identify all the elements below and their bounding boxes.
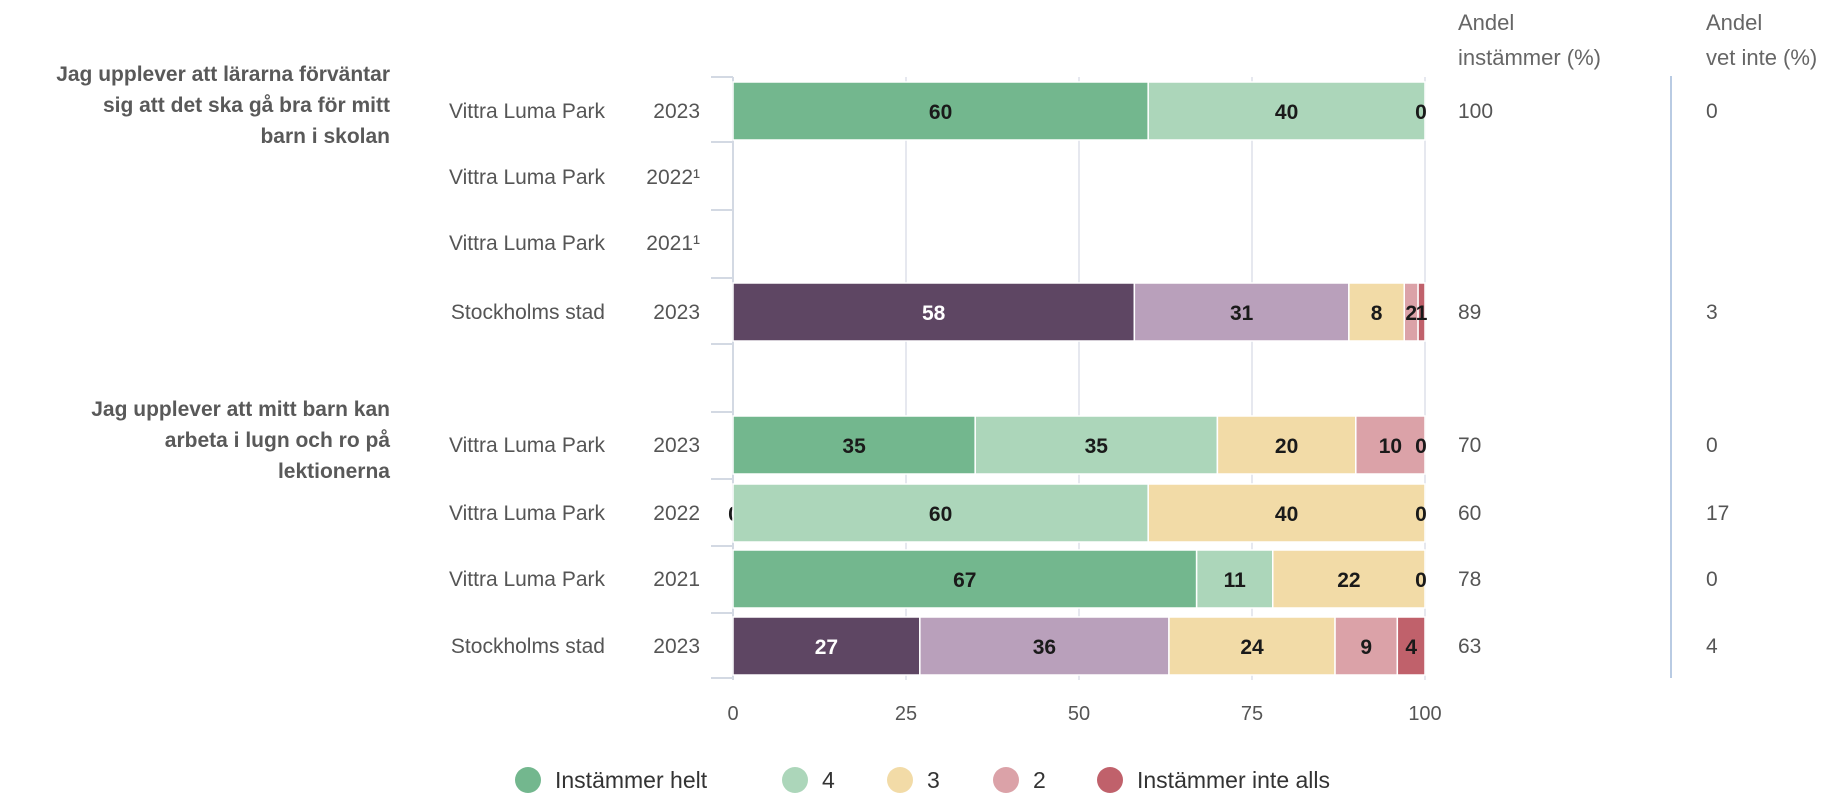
column-header: instämmer (%) bbox=[1458, 45, 1601, 70]
bar-value-label: 40 bbox=[1275, 503, 1298, 526]
bar-segment bbox=[1355, 415, 1426, 475]
andel-instammer-value: 60 bbox=[1458, 502, 1481, 525]
question-label: lektionerna bbox=[278, 460, 390, 483]
bar-value-label: 1 bbox=[1416, 302, 1428, 325]
andel-instammer-value: 78 bbox=[1458, 568, 1481, 591]
question-label: Jag upplever att lärarna förväntar bbox=[56, 63, 390, 86]
andel-vet-inte-value: 0 bbox=[1706, 100, 1718, 123]
bar-segment bbox=[732, 415, 976, 475]
bar-value-label: 9 bbox=[1360, 636, 1372, 659]
question-label: barn i skolan bbox=[260, 125, 390, 148]
bar-value-label: 36 bbox=[1033, 636, 1056, 659]
row-year-label: 2023 bbox=[653, 301, 700, 324]
bar-segment bbox=[732, 549, 1198, 609]
row-unit-label: Vittra Luma Park bbox=[449, 434, 606, 457]
question-label: arbeta i lugn och ro på bbox=[165, 429, 391, 452]
legend-swatch[interactable] bbox=[1097, 767, 1123, 793]
x-tick-label: 25 bbox=[895, 703, 917, 725]
bar-value-label: 35 bbox=[1085, 435, 1109, 458]
bar-value-label: 27 bbox=[815, 636, 838, 659]
row-unit-label: Vittra Luma Park bbox=[449, 100, 606, 123]
bar-segment bbox=[1417, 282, 1426, 342]
row-unit-label: Stockholms stad bbox=[451, 635, 605, 658]
question-label: sig att det ska gå bra för mitt bbox=[103, 94, 390, 117]
andel-vet-inte-value: 4 bbox=[1706, 635, 1718, 658]
bar-segment bbox=[732, 81, 1149, 141]
row-year-label: 2021¹ bbox=[646, 232, 700, 255]
legend-label: Instämmer helt bbox=[555, 767, 708, 793]
legend-label: Instämmer inte alls bbox=[1137, 767, 1330, 793]
bar-value-label: 24 bbox=[1240, 636, 1264, 659]
row-year-label: 2022 bbox=[653, 502, 700, 525]
row-year-label: 2023 bbox=[653, 100, 700, 123]
bar-value-label: 10 bbox=[1379, 435, 1402, 458]
row-unit-label: Vittra Luma Park bbox=[449, 502, 606, 525]
row-year-label: 2023 bbox=[653, 434, 700, 457]
andel-vet-inte-value: 3 bbox=[1706, 301, 1718, 324]
row-unit-label: Stockholms stad bbox=[451, 301, 605, 324]
andel-instammer-value: 70 bbox=[1458, 434, 1481, 457]
legend-swatch[interactable] bbox=[515, 767, 541, 793]
row-unit-label: Vittra Luma Park bbox=[449, 568, 606, 591]
bar-value-label: 58 bbox=[922, 302, 946, 325]
legend-swatch[interactable] bbox=[887, 767, 913, 793]
bar-value-label: 4 bbox=[1405, 636, 1417, 659]
bar-value-label: 20 bbox=[1275, 435, 1298, 458]
row-unit-label: Vittra Luma Park bbox=[449, 166, 606, 189]
x-tick-label: 75 bbox=[1241, 703, 1263, 725]
legend-label: 4 bbox=[822, 767, 835, 793]
bar-value-label: 0 bbox=[1415, 101, 1427, 124]
bar-value-label: 22 bbox=[1337, 569, 1360, 592]
row-year-label: 2021 bbox=[653, 568, 700, 591]
row-unit-label: Vittra Luma Park bbox=[449, 232, 606, 255]
x-tick-label: 50 bbox=[1068, 703, 1090, 725]
andel-vet-inte-value: 0 bbox=[1706, 434, 1718, 457]
bar-segment bbox=[732, 616, 921, 676]
bar-segment bbox=[732, 282, 1136, 342]
andel-vet-inte-value: 17 bbox=[1706, 502, 1729, 525]
legend-label: 2 bbox=[1033, 767, 1046, 793]
bar-segment bbox=[1195, 549, 1274, 609]
bar-value-label: 35 bbox=[842, 435, 866, 458]
legend-swatch[interactable] bbox=[993, 767, 1019, 793]
bar-segment bbox=[919, 616, 1170, 676]
bar-segment bbox=[974, 415, 1219, 475]
bar-value-label: 60 bbox=[929, 503, 952, 526]
question-label: Jag upplever att mitt barn kan bbox=[91, 398, 390, 421]
bar-segment bbox=[1168, 616, 1336, 676]
bar-segment bbox=[1396, 616, 1426, 676]
column-header: Andel bbox=[1458, 10, 1514, 35]
bar-value-label: 2 bbox=[1405, 302, 1417, 325]
bar-segment bbox=[1147, 483, 1426, 543]
legend-swatch[interactable] bbox=[782, 767, 808, 793]
bar-value-label: 0 bbox=[1415, 435, 1427, 458]
row-year-label: 2023 bbox=[653, 635, 700, 658]
bar-value-label: 0 bbox=[1415, 569, 1427, 592]
bar-segment bbox=[1334, 616, 1399, 676]
x-tick-label: 100 bbox=[1408, 703, 1441, 725]
bar-segment bbox=[1272, 549, 1426, 609]
andel-instammer-value: 100 bbox=[1458, 100, 1493, 123]
bar-value-label: 40 bbox=[1275, 101, 1298, 124]
x-tick-label: 0 bbox=[727, 703, 738, 725]
bar-value-label: 31 bbox=[1230, 302, 1254, 325]
bar-value-label: 67 bbox=[953, 569, 976, 592]
bar-segment bbox=[1147, 81, 1426, 141]
bar-value-label: 60 bbox=[929, 101, 952, 124]
row-year-label: 2022¹ bbox=[646, 166, 700, 189]
legend-label: 3 bbox=[927, 767, 940, 793]
column-header: vet inte (%) bbox=[1706, 45, 1817, 70]
andel-instammer-value: 63 bbox=[1458, 635, 1481, 658]
bar-segment bbox=[1216, 415, 1357, 475]
andel-vet-inte-value: 0 bbox=[1706, 568, 1718, 591]
andel-instammer-value: 89 bbox=[1458, 301, 1481, 324]
bar-value-label: 11 bbox=[1224, 569, 1247, 592]
bar-value-label: 0 bbox=[1415, 503, 1427, 526]
bar-value-label: 8 bbox=[1371, 302, 1383, 325]
column-header: Andel bbox=[1706, 10, 1762, 35]
